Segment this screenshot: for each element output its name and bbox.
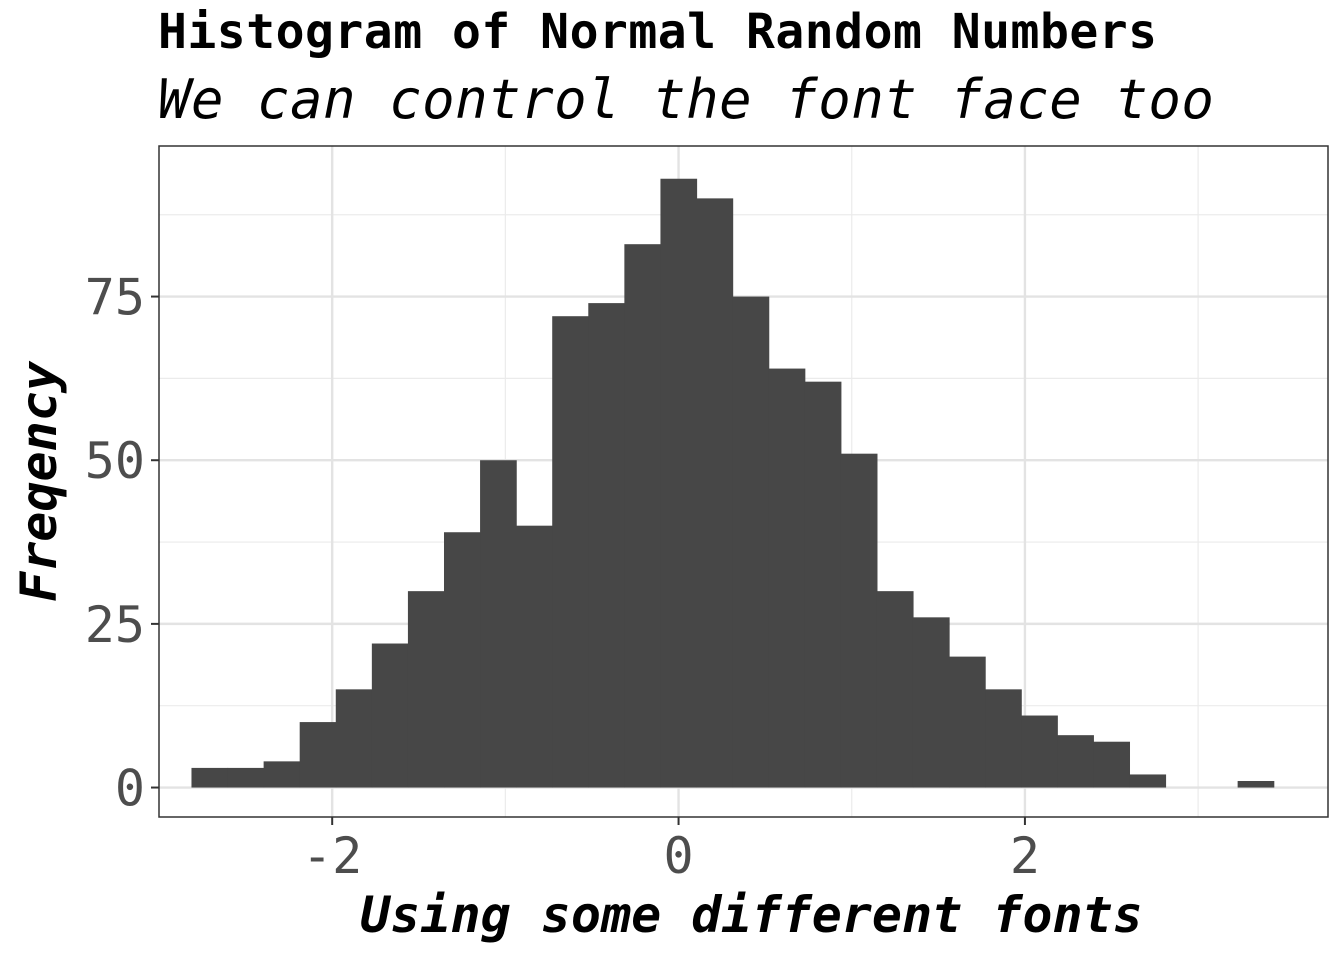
x-tick-label: 0 [664, 827, 694, 885]
histogram-bar [588, 303, 625, 788]
histogram-bar [480, 460, 517, 788]
histogram-bar [299, 722, 337, 788]
histogram-bar [876, 591, 914, 788]
histogram-bar [407, 591, 445, 788]
histogram-bar [191, 767, 229, 788]
y-axis-ticks: 0 25 50 75 [85, 269, 159, 818]
histogram-bar [1057, 735, 1094, 788]
histogram-bar [227, 767, 265, 788]
x-axis-ticks: -2 0 2 [302, 817, 1040, 885]
x-tick-label: 2 [1010, 827, 1040, 885]
histogram-bar [768, 368, 806, 788]
chart-subtitle: We can control the font face too [158, 68, 1215, 131]
histogram-bar [516, 525, 553, 788]
histogram-bar [371, 643, 409, 788]
histogram-bar [949, 656, 986, 788]
histogram-bar [732, 296, 770, 788]
x-tick-label: -2 [302, 827, 362, 885]
histogram-bar [804, 381, 842, 788]
histogram-bar [912, 617, 950, 788]
chart-title: Histogram of Normal Random Numbers [158, 4, 1158, 60]
histogram-bar [1129, 774, 1167, 788]
panel-border [158, 145, 1329, 818]
histogram-bar [624, 244, 662, 788]
y-tick-label: 25 [85, 596, 145, 654]
histogram-bar [335, 689, 373, 788]
y-tick-label: 75 [85, 269, 145, 327]
y-axis-title: Freqency [10, 360, 68, 602]
y-tick-label: 0 [115, 760, 145, 818]
y-tick-label: 50 [85, 432, 145, 490]
histogram-bar [552, 316, 589, 788]
histogram-bar [985, 689, 1022, 788]
histogram-bar [660, 178, 698, 788]
histogram-bar [696, 198, 734, 788]
minor-gridlines [159, 146, 1328, 817]
histogram-bar [840, 453, 878, 788]
histogram-bars [191, 178, 1275, 788]
histogram-bar [263, 761, 301, 788]
histogram-bar [1021, 715, 1058, 788]
histogram-bar [1093, 741, 1131, 788]
x-axis-title: Using some different fonts [360, 886, 1143, 944]
histogram-bar [443, 532, 481, 788]
histogram-bar [1237, 780, 1275, 788]
